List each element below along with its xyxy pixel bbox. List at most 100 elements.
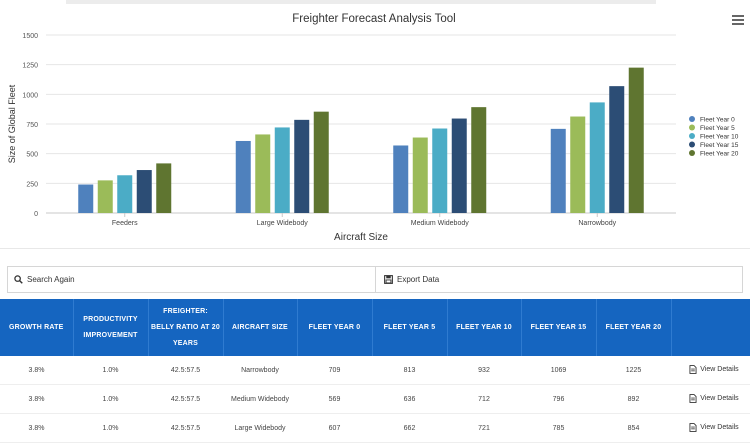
cell-fleet-year-10: 721 xyxy=(447,413,521,443)
view-details-link[interactable]: View Details xyxy=(689,364,739,374)
bar[interactable] xyxy=(313,111,329,213)
save-icon xyxy=(384,275,393,284)
search-again-label: Search Again xyxy=(27,275,75,284)
bar[interactable] xyxy=(451,118,467,213)
cell-fleet-year-20: 854 xyxy=(596,413,671,443)
cell-aircraft-size: Medium Widebody xyxy=(223,384,297,414)
export-data-label: Export Data xyxy=(397,275,440,284)
legend-item[interactable]: Fleet Year 20 xyxy=(700,151,739,158)
search-icon xyxy=(14,275,23,284)
chart-menu-button[interactable] xyxy=(732,15,744,25)
search-again-button[interactable]: Search Again xyxy=(8,267,374,292)
legend-item[interactable]: Fleet Year 5 xyxy=(700,125,735,132)
header-fleet-year-20: FLEET YEAR 20 xyxy=(596,299,672,356)
header-actions xyxy=(671,299,750,356)
x-tick-label: Medium Widebody xyxy=(411,220,469,227)
fleet-chart: Freighter Forecast Analysis Tool 0 250 500… xyxy=(7,13,739,243)
cell-aircraft-size: Narrowbody xyxy=(223,356,297,385)
header-freighter-belly-ratio: FREIGHTER: BELLY RATIO AT 20 YEARS xyxy=(148,299,224,356)
cell-belly-ratio: 42.5:57.5 xyxy=(148,384,223,414)
cell-growth-rate: 3.8% xyxy=(0,384,73,414)
header-productivity-improvement: PRODUCTIVITY IMPROVEMENT xyxy=(73,299,149,356)
bar[interactable] xyxy=(294,119,310,213)
table-header-row: GROWTH RATE PRODUCTIVITY IMPROVEMENT FRE… xyxy=(0,299,750,356)
cell-fleet-year-15: 796 xyxy=(521,384,596,414)
bar[interactable] xyxy=(235,140,251,213)
cell-growth-rate: 3.8% xyxy=(0,356,73,385)
legend-marker xyxy=(689,133,695,139)
view-details-label: View Details xyxy=(700,423,739,431)
cell-fleet-year-0: 607 xyxy=(297,413,372,443)
x-tick-label: Narrowbody xyxy=(578,220,616,227)
x-tick-label: Feeders xyxy=(112,220,138,227)
bar[interactable] xyxy=(471,107,487,213)
bar[interactable] xyxy=(412,137,428,213)
bar[interactable] xyxy=(570,116,586,213)
bar[interactable] xyxy=(274,127,290,213)
bar[interactable] xyxy=(78,184,94,213)
bar[interactable] xyxy=(156,163,172,213)
chart-title: Freighter Forecast Analysis Tool xyxy=(292,13,455,25)
table-row: 3.8% 1.0% 42.5:57.5 Narrowbody 709 813 9… xyxy=(0,356,750,385)
chart-divider xyxy=(0,248,750,249)
cell-productivity-improvement: 1.0% xyxy=(73,356,148,385)
header-growth-rate: GROWTH RATE xyxy=(0,299,74,356)
document-icon xyxy=(689,393,697,403)
bar[interactable] xyxy=(589,102,605,213)
bar[interactable] xyxy=(628,67,644,213)
x-axis-title: Aircraft Size xyxy=(334,232,388,243)
bar[interactable] xyxy=(97,180,113,213)
legend-marker xyxy=(689,141,695,148)
bar[interactable] xyxy=(117,175,133,213)
y-tick-label: 250 xyxy=(26,181,38,188)
cell-fleet-year-10: 932 xyxy=(447,356,521,385)
view-details-link[interactable]: View Details xyxy=(689,422,739,432)
cell-fleet-year-5: 813 xyxy=(372,356,447,385)
document-icon xyxy=(689,422,697,432)
cell-details: View Details xyxy=(671,384,750,414)
y-tick-label: 1500 xyxy=(22,33,38,40)
view-details-link[interactable]: View Details xyxy=(689,393,739,403)
y-tick-label: 500 xyxy=(26,152,38,159)
view-details-label: View Details xyxy=(700,365,739,373)
cell-details: View Details xyxy=(671,413,750,443)
view-details-label: View Details xyxy=(700,394,739,402)
cell-fleet-year-5: 662 xyxy=(372,413,447,443)
export-data-button[interactable]: Export Data xyxy=(375,267,742,292)
bar[interactable] xyxy=(550,128,566,213)
header-fleet-year-0: FLEET YEAR 0 xyxy=(297,299,373,356)
cell-fleet-year-0: 709 xyxy=(297,356,372,385)
legend-marker xyxy=(689,124,695,131)
y-axis-title: Size of Global Fleet xyxy=(7,84,17,163)
table-row: 3.8% 1.0% 42.5:57.5 Large Widebody 607 6… xyxy=(0,413,750,443)
bar[interactable] xyxy=(136,170,152,213)
document-icon xyxy=(689,364,697,374)
y-tick-label: 1250 xyxy=(22,63,38,70)
cell-fleet-year-10: 712 xyxy=(447,384,521,414)
header-aircraft-size: AIRCRAFT SIZE xyxy=(223,299,298,356)
cell-aircraft-size: Large Widebody xyxy=(223,413,297,443)
bar[interactable] xyxy=(393,145,409,213)
top-scroll-strip xyxy=(66,0,656,4)
cell-growth-rate: 3.8% xyxy=(0,413,73,443)
action-bar: Search Again Export Data xyxy=(7,266,743,293)
x-tick-label: Large Widebody xyxy=(257,220,308,227)
legend-item[interactable]: Fleet Year 0 xyxy=(700,117,735,124)
table-row: 3.8% 1.0% 42.5:57.5 Medium Widebody 569 … xyxy=(0,384,750,414)
cell-productivity-improvement: 1.0% xyxy=(73,413,148,443)
header-fleet-year-5: FLEET YEAR 5 xyxy=(372,299,448,356)
legend-item[interactable]: Fleet Year 10 xyxy=(700,134,739,141)
bar[interactable] xyxy=(609,86,625,213)
cell-fleet-year-20: 1225 xyxy=(596,356,671,385)
cell-fleet-year-20: 892 xyxy=(596,384,671,414)
bar[interactable] xyxy=(255,134,271,213)
cell-belly-ratio: 42.5:57.5 xyxy=(148,413,223,443)
header-fleet-year-15: FLEET YEAR 15 xyxy=(521,299,597,356)
y-tick-label: 750 xyxy=(26,122,38,129)
header-fleet-year-10: FLEET YEAR 10 xyxy=(447,299,522,356)
legend-item[interactable]: Fleet Year 15 xyxy=(700,142,739,149)
bar[interactable] xyxy=(432,128,448,213)
legend-marker xyxy=(689,150,695,156)
cell-belly-ratio: 42.5:57.5 xyxy=(148,356,223,385)
